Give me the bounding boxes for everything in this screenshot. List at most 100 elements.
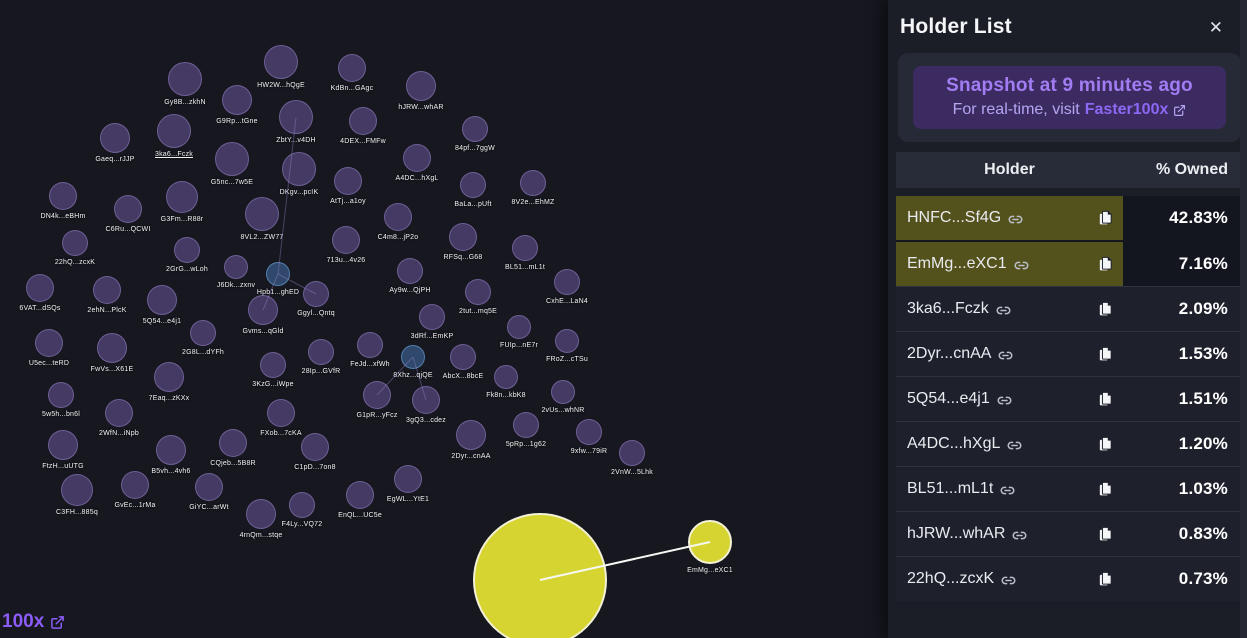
holder-row[interactable]: BL51...mL1t 1.03% — [896, 466, 1240, 511]
holder-bubble[interactable] — [156, 435, 186, 465]
link-icon[interactable] — [1007, 438, 1022, 453]
holder-bubble[interactable] — [576, 419, 602, 445]
holder-bubble[interactable] — [266, 262, 290, 286]
holder-bubble[interactable] — [619, 440, 645, 466]
copy-icon[interactable] — [1097, 209, 1114, 227]
holder-bubble[interactable] — [406, 71, 436, 101]
holder-row[interactable]: 22hQ...zcxK 0.73% — [896, 556, 1240, 601]
holder-bubble[interactable] — [384, 203, 412, 231]
holder-bubble[interactable] — [282, 152, 316, 186]
holder-bubble[interactable] — [513, 412, 539, 438]
holder-bubble[interactable] — [473, 513, 607, 638]
holder-bubble[interactable] — [449, 223, 477, 251]
holder-row[interactable]: HNFC...Sf4G 42.83% — [896, 196, 1240, 240]
holder-bubble[interactable] — [190, 320, 216, 346]
holder-bubble[interactable] — [121, 471, 149, 499]
link-icon[interactable] — [1008, 212, 1023, 227]
holder-bubble[interactable] — [147, 285, 177, 315]
holder-bubble[interactable] — [688, 520, 732, 564]
scrollbar[interactable] — [1240, 0, 1247, 638]
copy-icon[interactable] — [1097, 435, 1114, 453]
holder-bubble[interactable] — [401, 345, 425, 369]
holder-bubble[interactable] — [303, 281, 329, 307]
holder-bubble[interactable] — [363, 381, 391, 409]
copy-icon[interactable] — [1097, 480, 1114, 498]
holder-bubble[interactable] — [48, 430, 78, 460]
holder-bubble[interactable] — [114, 195, 142, 223]
holder-bubble[interactable] — [260, 352, 286, 378]
faster100x-banner-link[interactable]: Faster100x — [1084, 101, 1169, 118]
holder-bubble[interactable] — [412, 386, 440, 414]
holder-bubble[interactable] — [166, 181, 198, 213]
holder-bubble[interactable] — [349, 107, 377, 135]
holder-bubble[interactable] — [97, 333, 127, 363]
holder-bubble[interactable] — [507, 315, 531, 339]
holder-bubble[interactable] — [520, 170, 546, 196]
holder-bubble[interactable] — [62, 230, 88, 256]
link-icon[interactable] — [1001, 573, 1016, 588]
holder-bubble[interactable] — [279, 100, 313, 134]
holder-bubble[interactable] — [456, 420, 486, 450]
copy-icon[interactable] — [1097, 570, 1114, 588]
holder-bubble[interactable] — [419, 304, 445, 330]
copy-icon[interactable] — [1097, 390, 1114, 408]
holder-bubble[interactable] — [394, 465, 422, 493]
holder-bubble[interactable] — [450, 344, 476, 370]
holder-bubble[interactable] — [105, 399, 133, 427]
close-icon[interactable]: ✕ — [1205, 17, 1227, 38]
holder-bubble[interactable] — [264, 45, 298, 79]
copy-icon[interactable] — [1097, 300, 1114, 318]
holder-bubble[interactable] — [494, 365, 518, 389]
holder-bubble[interactable] — [289, 492, 315, 518]
holder-row[interactable]: hJRW...whAR 0.83% — [896, 511, 1240, 556]
copy-icon[interactable] — [1097, 345, 1114, 363]
holder-bubble[interactable] — [267, 399, 295, 427]
holder-bubble[interactable] — [48, 382, 74, 408]
holder-bubble[interactable] — [334, 167, 362, 195]
holder-bubble[interactable] — [49, 182, 77, 210]
holder-bubble[interactable] — [245, 197, 279, 231]
holder-bubble[interactable] — [154, 362, 184, 392]
holder-row[interactable]: 3ka6...Fczk 2.09% — [896, 286, 1240, 331]
holder-row[interactable]: 5Q54...e4j1 1.51% — [896, 376, 1240, 421]
holder-bubble[interactable] — [174, 237, 200, 263]
holder-bubble[interactable] — [338, 54, 366, 82]
holder-bubble[interactable] — [460, 172, 486, 198]
link-icon[interactable] — [997, 393, 1012, 408]
holder-bubble[interactable] — [465, 279, 491, 305]
holder-bubble[interactable] — [224, 255, 248, 279]
holder-bubble[interactable] — [246, 499, 276, 529]
holder-row[interactable]: 2Dyr...cnAA 1.53% — [896, 331, 1240, 376]
link-icon[interactable] — [998, 348, 1013, 363]
faster100x-footer-link[interactable]: 100x — [2, 611, 65, 633]
holder-bubble[interactable] — [248, 295, 278, 325]
holder-bubble[interactable] — [93, 276, 121, 304]
link-icon[interactable] — [1012, 528, 1027, 543]
holder-bubble[interactable] — [346, 481, 374, 509]
holder-bubble[interactable] — [332, 226, 360, 254]
holder-bubble[interactable] — [554, 269, 580, 295]
holder-bubble[interactable] — [215, 142, 249, 176]
holder-bubble[interactable] — [26, 274, 54, 302]
holder-bubble[interactable] — [512, 235, 538, 261]
holder-bubble[interactable] — [157, 114, 191, 148]
holder-bubble[interactable] — [195, 473, 223, 501]
holder-bubble[interactable] — [551, 380, 575, 404]
holder-bubble[interactable] — [219, 429, 247, 457]
holder-bubble[interactable] — [100, 123, 130, 153]
link-icon[interactable] — [1000, 483, 1015, 498]
holder-bubble[interactable] — [555, 329, 579, 353]
holder-bubble[interactable] — [308, 339, 334, 365]
holder-bubble[interactable] — [222, 85, 252, 115]
holder-bubble[interactable] — [462, 116, 488, 142]
link-icon[interactable] — [996, 303, 1011, 318]
holder-row[interactable]: EmMg...eXC1 7.16% — [896, 240, 1240, 286]
holder-bubble[interactable] — [403, 144, 431, 172]
holder-bubble[interactable] — [168, 62, 202, 96]
link-icon[interactable] — [1014, 258, 1029, 273]
copy-icon[interactable] — [1097, 525, 1114, 543]
holder-bubble[interactable] — [61, 474, 93, 506]
holder-row[interactable]: A4DC...hXgL 1.20% — [896, 421, 1240, 466]
holder-bubble[interactable] — [397, 258, 423, 284]
copy-icon[interactable] — [1097, 255, 1114, 273]
